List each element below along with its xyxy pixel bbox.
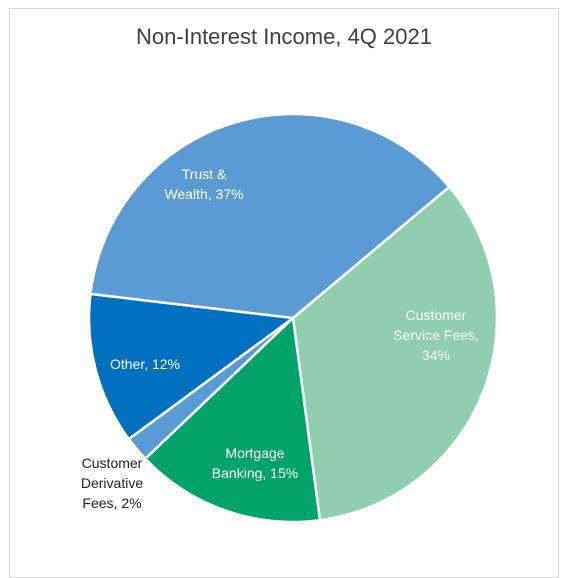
pie-slice-other <box>87 292 295 441</box>
slice-label-customer-derivative-fees: Customer Derivative Fees, 2% <box>81 455 143 511</box>
pie-slice-mortgage-banking <box>144 316 322 524</box>
slice-label-customer-service-fees: Customer Service Fees, 34% <box>393 307 479 363</box>
pie-slice-customer-service-fees <box>291 185 499 522</box>
slice-label-trust-wealth: Trust & Wealth, 37% <box>164 166 243 202</box>
slice-label-other: Other, 12% <box>110 356 180 372</box>
slice-label-mortgage-banking: Mortgage Banking, 15% <box>212 445 298 481</box>
chart-title: Non-Interest Income, 4Q 2021 <box>136 24 432 49</box>
pie-slice-trust-wealth <box>89 112 451 320</box>
